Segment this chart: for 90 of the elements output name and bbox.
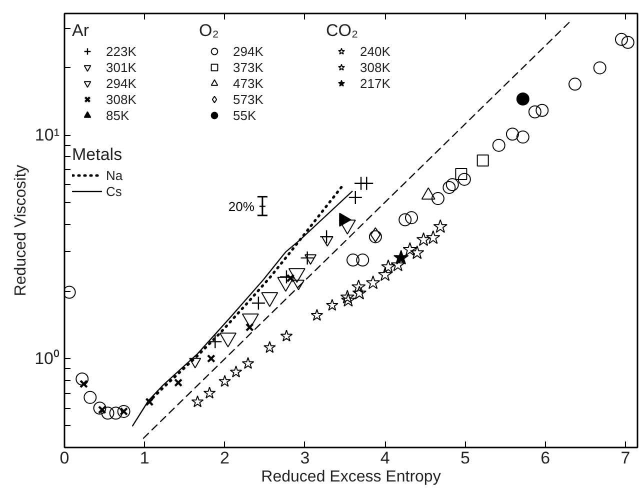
point [381, 259, 396, 274]
x-axis-title: Reduced Excess Entropy [261, 468, 441, 486]
point [614, 32, 628, 46]
point [218, 374, 231, 387]
legend-label: Ar [72, 21, 90, 41]
point [368, 230, 382, 244]
y-axis-title: Reduced Viscosity [12, 164, 30, 296]
y-tick-label: 10⁰ [34, 349, 60, 368]
point [492, 138, 506, 152]
series-label: 20% [228, 198, 255, 214]
point [593, 61, 606, 74]
point [76, 372, 89, 386]
point [458, 172, 471, 186]
legend-label: 223K [106, 43, 136, 59]
point [402, 242, 418, 256]
point [621, 36, 634, 49]
point [390, 258, 406, 272]
legend-label: 294K [106, 75, 136, 91]
point [84, 390, 97, 404]
point [370, 227, 381, 242]
text: O₂ [199, 21, 220, 41]
point [79, 380, 88, 388]
point [398, 213, 412, 226]
point [516, 130, 530, 144]
point [352, 286, 367, 300]
point [326, 298, 338, 311]
point [242, 357, 254, 369]
point [203, 386, 216, 399]
point [446, 178, 459, 192]
point [516, 92, 530, 106]
point [366, 275, 380, 290]
point [286, 274, 295, 282]
point [230, 366, 242, 378]
point [117, 404, 130, 418]
point [431, 192, 444, 206]
point [568, 78, 582, 91]
legend-label: Metals [72, 145, 124, 165]
x-tick-label: 5 [460, 448, 470, 468]
point [426, 230, 440, 244]
x-tick-label: 7 [620, 448, 630, 468]
point [346, 254, 360, 267]
legend-label: 573K [233, 91, 264, 107]
point [93, 402, 106, 415]
legend-label: 55K [233, 107, 256, 123]
point [263, 341, 276, 353]
point [310, 308, 324, 321]
point [536, 104, 549, 117]
legend-label: 373K [233, 59, 264, 75]
x-tick-label: 4 [380, 448, 390, 468]
point [356, 254, 370, 267]
legend-label: 85K [106, 107, 130, 123]
x-tick-label: 6 [540, 448, 550, 468]
legend-label: 308K [106, 91, 136, 107]
point [433, 219, 448, 233]
point [341, 292, 356, 307]
point [351, 280, 366, 294]
point [442, 180, 456, 194]
point [393, 250, 409, 265]
point [506, 128, 519, 141]
y-tick-label: 10¹ [34, 126, 60, 145]
point [206, 354, 216, 363]
point [245, 323, 254, 332]
point [101, 406, 114, 420]
legend-label: 294K [233, 43, 264, 59]
x-tick-label: 1 [140, 448, 150, 468]
legend-label: 217K [360, 75, 390, 91]
x-tick-label: 3 [300, 448, 310, 468]
legend-label: Cs [106, 183, 123, 199]
point [455, 168, 468, 180]
point [145, 398, 154, 406]
point [378, 267, 392, 281]
point [280, 330, 293, 342]
point [410, 245, 424, 260]
point [109, 406, 122, 420]
legend-label: Na [106, 167, 124, 183]
point [340, 290, 355, 304]
point [405, 211, 418, 224]
legend-label: 473K [233, 75, 264, 91]
point [528, 105, 542, 118]
text: CO₂ [326, 21, 360, 41]
point [476, 154, 489, 166]
point [251, 296, 266, 310]
point [416, 232, 431, 246]
point [191, 395, 204, 408]
legend-label: 308K [360, 59, 390, 75]
x-tick-label: 0 [60, 448, 70, 468]
point [174, 378, 183, 387]
legend-label: 301K [106, 59, 136, 75]
legend-label: 240K [360, 43, 390, 59]
x-tick-label: 2 [220, 448, 230, 468]
